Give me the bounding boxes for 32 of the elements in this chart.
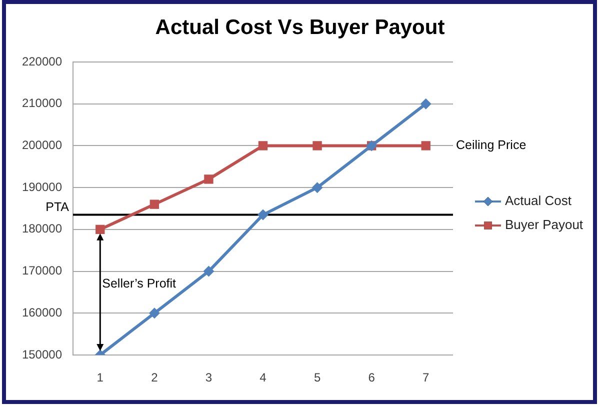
point: [420, 98, 432, 110]
annotation: Seller’s Profit: [102, 276, 177, 291]
point: [203, 266, 214, 277]
y-tick-label: 150000: [22, 347, 62, 362]
x-tick-label: 3: [205, 370, 212, 385]
point: [258, 209, 268, 220]
ref-line-label: PTA: [46, 200, 70, 214]
x-tick-label: 1: [96, 370, 104, 385]
x-tick-label: 4: [260, 370, 267, 385]
point: [96, 224, 105, 234]
y-tick-label: 160000: [22, 305, 62, 320]
y-tick-label: 220000: [22, 54, 62, 68]
point: [312, 141, 322, 150]
text: Ceiling Price: [456, 138, 526, 152]
y-tick-label: 170000: [22, 264, 62, 278]
point: [258, 141, 268, 150]
x-tick-label: 2: [151, 370, 158, 385]
point: [312, 182, 323, 194]
y-tick-label: 200000: [22, 138, 62, 152]
point: [148, 308, 160, 319]
y-tick-label: 210000: [22, 96, 62, 110]
point: [150, 200, 160, 209]
point: [204, 174, 214, 184]
x-tick-label: 6: [368, 370, 376, 385]
y-tick-label: 180000: [22, 222, 62, 236]
chart-title: Actual Cost Vs Buyer Payout: [155, 16, 445, 39]
y-tick-label: 190000: [22, 180, 62, 194]
legend-label: Buyer Payout: [505, 217, 584, 232]
x-tick-label: 7: [422, 370, 430, 385]
legend-label: Actual Cost: [505, 193, 572, 208]
x-tick-label: 5: [314, 370, 321, 385]
point: [421, 141, 430, 150]
